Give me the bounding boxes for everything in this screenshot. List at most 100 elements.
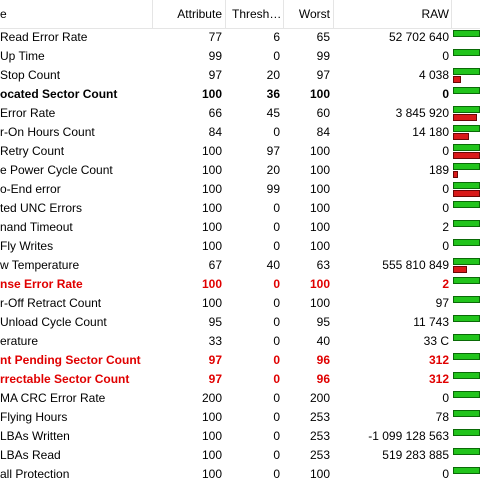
header-threshold[interactable]: Thresh… — [232, 7, 282, 21]
raw-value-cell: 312 — [428, 372, 449, 386]
raw-value-cell: 0 — [442, 201, 449, 215]
health-bar-ok — [453, 258, 480, 265]
raw-value-cell: 33 C — [423, 334, 449, 348]
worst-value-cell: 100 — [309, 163, 330, 177]
raw-value-cell: 97 — [435, 296, 449, 310]
health-bar-ok — [453, 391, 480, 398]
attribute-value-cell: 97 — [208, 353, 222, 367]
table-row[interactable]: MA CRC Error Rate 200 0 200 0 — [0, 389, 480, 408]
health-bar — [453, 180, 480, 199]
attribute-name-cell: w Temperature — [0, 258, 80, 272]
attribute-value-cell: 100 — [201, 467, 222, 481]
header-name[interactable]: e — [0, 7, 7, 21]
health-bar-ok — [453, 334, 480, 341]
threshold-value-cell: 0 — [273, 125, 280, 139]
column-divider[interactable] — [333, 0, 334, 28]
health-bar — [453, 142, 480, 161]
health-bar — [453, 465, 480, 484]
attribute-name-cell: r-On Hours Count — [0, 125, 95, 139]
column-divider[interactable] — [225, 0, 226, 28]
raw-value-cell: 0 — [442, 144, 449, 158]
table-row[interactable]: rrectable Sector Count 97 0 96 312 — [0, 370, 480, 389]
health-bar — [453, 237, 480, 256]
raw-value-cell: 52 702 640 — [388, 30, 449, 44]
table-row[interactable]: LBAs Written 100 0 253 -1 099 128 563 — [0, 427, 480, 446]
worst-value-cell: 100 — [309, 182, 330, 196]
health-bar-ok — [453, 296, 480, 303]
column-divider[interactable] — [283, 0, 284, 28]
table-row[interactable]: nt Pending Sector Count 97 0 96 312 — [0, 351, 480, 370]
table-row[interactable]: w Temperature 67 40 63 555 810 849 — [0, 256, 480, 275]
attribute-value-cell: 100 — [201, 201, 222, 215]
table-row[interactable]: Fly Writes 100 0 100 0 — [0, 237, 480, 256]
table-row[interactable]: Up Time 99 0 99 0 — [0, 47, 480, 66]
table-row[interactable]: e Power Cycle Count 100 20 100 189 — [0, 161, 480, 180]
attribute-name-cell: Error Rate — [0, 106, 56, 120]
worst-value-cell: 96 — [316, 372, 330, 386]
attribute-value-cell: 100 — [201, 182, 222, 196]
table-row[interactable]: nse Error Rate 100 0 100 2 — [0, 275, 480, 294]
column-divider[interactable] — [451, 0, 452, 28]
threshold-value-cell: 0 — [273, 277, 280, 291]
threshold-value-cell: 0 — [273, 334, 280, 348]
worst-value-cell: 100 — [309, 144, 330, 158]
health-bar-ok — [453, 467, 480, 474]
table-row[interactable]: LBAs Read 100 0 253 519 283 885 — [0, 446, 480, 465]
attribute-name-cell: Fly Writes — [0, 239, 54, 253]
threshold-value-cell: 0 — [273, 239, 280, 253]
table-row[interactable]: Unload Cycle Count 95 0 95 11 743 — [0, 313, 480, 332]
attribute-value-cell: 97 — [208, 372, 222, 386]
table-row[interactable]: all Protection 100 0 100 0 — [0, 465, 480, 484]
health-bar-ok — [453, 49, 480, 56]
table-row[interactable]: Flying Hours 100 0 253 78 — [0, 408, 480, 427]
health-bar — [453, 123, 480, 142]
column-divider[interactable] — [152, 0, 153, 28]
table-row[interactable]: r-On Hours Count 84 0 84 14 180 — [0, 123, 480, 142]
raw-value-cell: 0 — [442, 391, 449, 405]
table-row[interactable]: erature 33 0 40 33 C — [0, 332, 480, 351]
health-bar-ok — [453, 353, 480, 360]
threshold-value-cell: 20 — [266, 68, 280, 82]
threshold-value-cell: 0 — [273, 353, 280, 367]
attribute-name-cell: nt Pending Sector Count — [0, 353, 141, 367]
attribute-value-cell: 95 — [208, 315, 222, 329]
health-bar-ok — [453, 30, 480, 37]
header-attribute[interactable]: Attribute — [177, 7, 222, 21]
threshold-value-cell: 0 — [273, 467, 280, 481]
attribute-name-cell: ted UNC Errors — [0, 201, 83, 215]
health-bar-ok — [453, 106, 480, 113]
table-row[interactable]: ted UNC Errors 100 0 100 0 — [0, 199, 480, 218]
threshold-value-cell: 0 — [273, 448, 280, 462]
threshold-value-cell: 0 — [273, 201, 280, 215]
table-row[interactable]: nand Timeout 100 0 100 2 — [0, 218, 480, 237]
worst-value-cell: 84 — [316, 125, 330, 139]
attribute-name-cell: r-Off Retract Count — [0, 296, 102, 310]
attribute-name-cell: o-End error — [0, 182, 61, 196]
worst-value-cell: 100 — [309, 239, 330, 253]
threshold-value-cell: 99 — [266, 182, 280, 196]
worst-value-cell: 40 — [316, 334, 330, 348]
health-bar — [453, 389, 480, 408]
table-row[interactable]: ocated Sector Count 100 36 100 0 — [0, 85, 480, 104]
raw-value-cell: -1 099 128 563 — [368, 429, 449, 443]
header-raw[interactable]: RAW — [421, 7, 449, 21]
table-row[interactable]: r-Off Retract Count 100 0 100 97 — [0, 294, 480, 313]
table-row[interactable]: Error Rate 66 45 60 3 845 920 — [0, 104, 480, 123]
table-row[interactable]: Retry Count 100 97 100 0 — [0, 142, 480, 161]
attribute-name-cell: LBAs Read — [0, 448, 61, 462]
health-bar-ok — [453, 220, 480, 227]
table-row[interactable]: Stop Count 97 20 97 4 038 — [0, 66, 480, 85]
table-row[interactable]: Read Error Rate 77 6 65 52 702 640 — [0, 28, 480, 47]
header-worst[interactable]: Worst — [298, 7, 330, 21]
threshold-value-cell: 45 — [266, 106, 280, 120]
health-bar-warning — [453, 114, 477, 121]
health-bar-ok — [453, 201, 480, 208]
health-bar — [453, 28, 480, 47]
worst-value-cell: 97 — [316, 68, 330, 82]
table-row[interactable]: o-End error 100 99 100 0 — [0, 180, 480, 199]
threshold-value-cell: 6 — [273, 30, 280, 44]
health-bar — [453, 446, 480, 465]
attribute-name-cell: Unload Cycle Count — [0, 315, 107, 329]
health-bar-ok — [453, 239, 480, 246]
